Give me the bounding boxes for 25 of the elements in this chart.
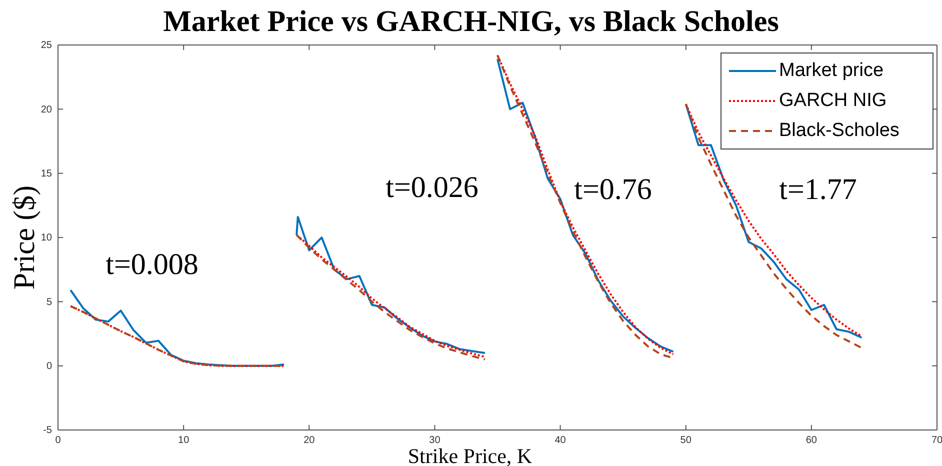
y-tick-label: 25	[40, 40, 52, 52]
y-tick-label: 10	[40, 232, 52, 244]
annotation: t=0.008	[106, 248, 198, 281]
annotation: t=1.77	[779, 172, 857, 206]
x-tick-label: 40	[554, 435, 566, 446]
x-tick-label: 70	[931, 435, 942, 446]
legend-label: Market price	[779, 60, 884, 82]
y-axis-title: Price ($)	[8, 185, 41, 290]
x-tick-label: 60	[806, 435, 818, 446]
y-tick-label: 20	[40, 104, 52, 116]
chart-title: Market Price vs GARCH-NIG, vs Black Scholes	[163, 5, 779, 38]
legend-label: Black-Scholes	[779, 120, 900, 142]
x-tick-label: 10	[178, 435, 190, 446]
y-tick-label: 15	[40, 168, 52, 180]
y-tick-label: 5	[46, 296, 52, 308]
y-tick-label: -5	[43, 425, 52, 436]
annotation: t=0.76	[574, 172, 652, 206]
y-tick-label: 0	[46, 361, 52, 372]
legend-label: GARCH NIG	[779, 90, 887, 112]
x-tick-label: 0	[55, 435, 62, 446]
x-tick-label: 20	[304, 435, 316, 446]
x-tick-label: 50	[680, 435, 692, 446]
x-axis-title: Strike Price, K	[408, 444, 532, 466]
x-tick-label: 30	[429, 435, 441, 446]
annotation: t=0.026	[386, 170, 478, 204]
